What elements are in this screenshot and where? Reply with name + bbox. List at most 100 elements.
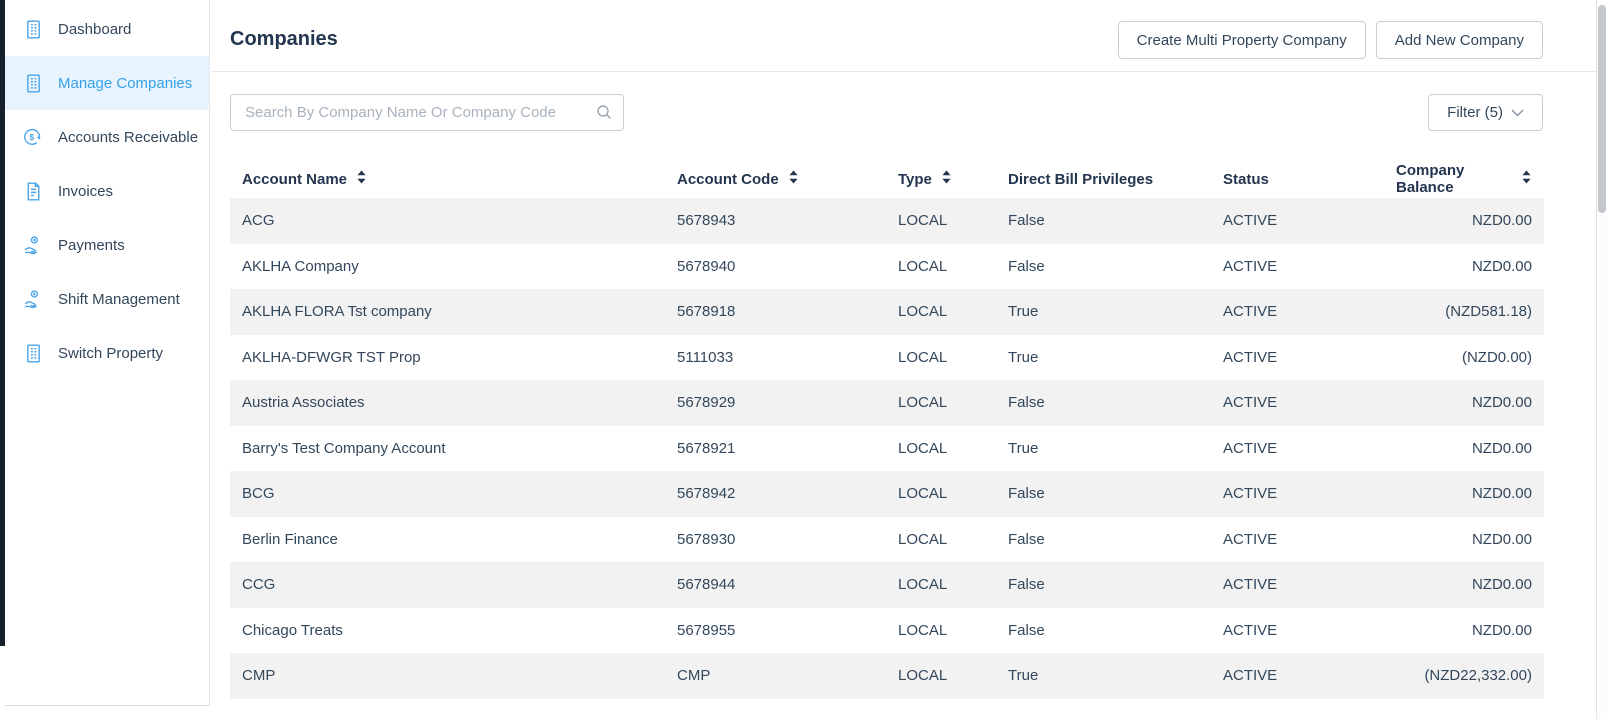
cell-status: ACTIVE: [1223, 530, 1278, 548]
table-header-row: Account Name Account Code Type Direct Bi…: [230, 160, 1544, 198]
sidebar-item-switch-property[interactable]: Switch Property: [5, 326, 209, 380]
cell-status: ACTIVE: [1223, 576, 1278, 594]
table-toolbar: Filter (5): [211, 72, 1596, 160]
chevron-down-icon: [1511, 104, 1524, 121]
cell-account-code: 5678918: [677, 303, 736, 321]
column-label: Account Name: [242, 170, 348, 188]
table-row[interactable]: AKLHA Company 5678940 LOCAL False ACTIVE NZD0…: [230, 244, 1544, 290]
sidebar-item-label: Dashboard: [58, 20, 132, 38]
sidebar-item-label: Manage Companies: [58, 74, 193, 92]
table-row[interactable]: CCG 5678944 LOCAL False ACTIVE NZD0.00: [230, 562, 1544, 608]
create-multi-property-company-button[interactable]: Create Multi Property Company: [1117, 21, 1366, 59]
sidebar-item-label: Shift Management: [58, 290, 180, 308]
cell-company-balance: (NZD22,332.00): [1424, 667, 1532, 685]
cell-status: ACTIVE: [1223, 257, 1278, 275]
table-row[interactable]: Barry's Test Company Account 5678921 LOCAL…: [230, 426, 1544, 472]
table-row[interactable]: Chicago Treats 5678955 LOCAL False ACTIVE NZD…: [230, 608, 1544, 654]
cell-direct-bill-privileges: False: [1008, 257, 1045, 275]
sidebar-item-manage-companies[interactable]: Manage Companies: [5, 56, 209, 110]
cell-account-name: AKLHA-DFWGR TST Prop: [242, 348, 421, 366]
search-box: [230, 94, 624, 131]
cell-direct-bill-privileges: False: [1008, 530, 1045, 548]
left-edge-strip: [0, 0, 5, 646]
table-row[interactable]: AKLHA-DFWGR TST Prop 5111033 LOCAL True ACTI…: [230, 335, 1544, 381]
sort-icon: [788, 170, 799, 188]
column-header-type[interactable]: Type: [898, 170, 1008, 188]
cell-status: ACTIVE: [1223, 667, 1278, 685]
search-icon: [596, 104, 612, 125]
header-actions: Create Multi Property Company Add New Co…: [1117, 21, 1543, 59]
cell-company-balance: NZD0.00: [1471, 530, 1532, 548]
cell-account-code: 5678921: [677, 439, 736, 457]
table-row[interactable]: AKLHA FLORA Tst company 5678918 LOCAL True A…: [230, 289, 1544, 335]
column-header-account-name[interactable]: Account Name: [242, 170, 677, 188]
cell-direct-bill-privileges: True: [1008, 348, 1039, 366]
sidebar-item-label: Accounts Receivable: [58, 128, 199, 146]
cell-direct-bill-privileges: False: [1008, 485, 1045, 503]
vertical-scrollbar: [1596, 0, 1607, 719]
hand-coin-icon: [22, 288, 44, 310]
cell-type: LOCAL: [898, 530, 948, 548]
table-row[interactable]: ACG 5678943 LOCAL False ACTIVE NZD0.00: [230, 198, 1544, 244]
scrollbar-thumb[interactable]: [1598, 5, 1606, 213]
column-label: Type: [898, 170, 932, 188]
cell-type: LOCAL: [898, 348, 948, 366]
cell-account-name: Barry's Test Company Account: [242, 439, 446, 457]
cell-type: LOCAL: [898, 667, 948, 685]
sidebar-nav: Dashboard Manage Companies $ Accounts Re…: [5, 0, 210, 706]
sidebar-item-accounts-receivable[interactable]: $ Accounts Receivable: [5, 110, 209, 164]
cell-direct-bill-privileges: False: [1008, 621, 1045, 639]
column-label: Direct Bill Privileges: [1008, 170, 1154, 188]
table-body: ACG 5678943 LOCAL False ACTIVE NZD0.00 AKLHA C…: [230, 198, 1544, 699]
cell-company-balance: NZD0.00: [1471, 576, 1532, 594]
table-row[interactable]: Austria Associates 5678929 LOCAL False ACTIV…: [230, 380, 1544, 426]
sort-icon: [941, 170, 952, 188]
cell-account-code: 5678942: [677, 485, 736, 503]
cell-company-balance: NZD0.00: [1471, 485, 1532, 503]
sidebar-item-label: Switch Property: [58, 344, 164, 362]
companies-table: Account Name Account Code Type Direct Bi…: [230, 160, 1544, 699]
cell-account-name: Austria Associates: [242, 394, 365, 412]
cell-account-code: CMP: [677, 667, 711, 685]
cell-account-code: 5678930: [677, 530, 736, 548]
cell-status: ACTIVE: [1223, 212, 1278, 230]
column-header-company-balance[interactable]: Company Balance: [1396, 162, 1532, 196]
cell-status: ACTIVE: [1223, 303, 1278, 321]
cell-account-code: 5678944: [677, 576, 736, 594]
cell-type: LOCAL: [898, 394, 948, 412]
cell-account-code: 5111033: [677, 348, 734, 366]
sort-icon: [356, 170, 367, 188]
invoice-icon: [22, 180, 44, 202]
cell-type: LOCAL: [898, 257, 948, 275]
cell-account-name: CMP: [242, 667, 276, 685]
table-row[interactable]: Berlin Finance 5678930 LOCAL False ACTIVE NZD…: [230, 517, 1544, 563]
column-header-direct-bill-privileges: Direct Bill Privileges: [1008, 171, 1223, 188]
currency-cycle-icon: $: [22, 126, 44, 148]
cell-direct-bill-privileges: True: [1008, 303, 1039, 321]
column-header-status: Status: [1223, 171, 1396, 188]
cell-direct-bill-privileges: False: [1008, 212, 1045, 230]
table-row[interactable]: CMP CMP LOCAL True ACTIVE (NZD22,332.00): [230, 653, 1544, 699]
cell-type: LOCAL: [898, 303, 948, 321]
hand-coin-icon: [22, 234, 44, 256]
cell-account-name: Chicago Treats: [242, 621, 343, 639]
sidebar-item-shift-management[interactable]: Shift Management: [5, 272, 209, 326]
cell-status: ACTIVE: [1223, 439, 1278, 457]
cell-status: ACTIVE: [1223, 394, 1278, 412]
sidebar-item-dashboard[interactable]: Dashboard: [5, 2, 209, 56]
filter-button[interactable]: Filter (5): [1428, 94, 1543, 131]
building-icon: [22, 342, 44, 364]
add-new-company-label: Add New Company: [1394, 31, 1524, 49]
column-header-account-code[interactable]: Account Code: [677, 170, 898, 188]
search-input[interactable]: [230, 94, 624, 131]
column-label: Account Code: [677, 170, 779, 188]
cell-type: LOCAL: [898, 576, 948, 594]
cell-account-name: BCG: [242, 485, 275, 503]
add-new-company-button[interactable]: Add New Company: [1375, 21, 1543, 59]
cell-direct-bill-privileges: True: [1008, 667, 1039, 685]
sidebar-item-invoices[interactable]: Invoices: [5, 164, 209, 218]
cell-account-code: 5678940: [677, 257, 736, 275]
sidebar-item-payments[interactable]: Payments: [5, 218, 209, 272]
table-row[interactable]: BCG 5678942 LOCAL False ACTIVE NZD0.00: [230, 471, 1544, 517]
